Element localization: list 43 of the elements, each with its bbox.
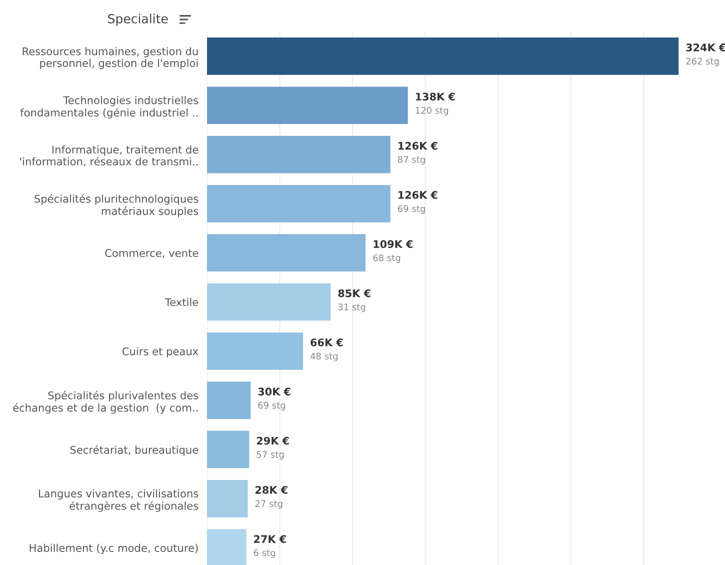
y-tick-label: Commerce, vente	[105, 249, 198, 258]
y-tick-label: Secrétariat, bureautique	[70, 445, 198, 456]
data-label: 28K €	[256, 486, 288, 494]
y-tick-label: Cuirs et peaux	[122, 347, 198, 358]
y-tick-label: Technologies industrielles fondamentales (génie industriel ..	[20, 96, 198, 119]
annotation: 27 stg	[255, 500, 282, 509]
data-label: 138K €	[416, 92, 455, 101]
bar	[206, 480, 248, 518]
annotation: 87 stg	[398, 156, 425, 165]
annotation: 120 stg	[416, 106, 448, 116]
y-tick-label: Langues vivantes, civilisations étrangères et régionales	[39, 489, 198, 512]
bar	[206, 382, 251, 419]
y-tick-label: Ressources humaines, gestion du personnel, gestion de l'emploi	[22, 47, 198, 70]
annotation: 68 stg	[373, 254, 400, 263]
annotation: 48 stg	[310, 352, 338, 362]
data-label: 126K €	[398, 191, 438, 199]
y-tick-label: Spécialités pluritechnologiques matériaux souples	[34, 194, 198, 218]
annotation: 6 stg	[254, 549, 275, 558]
bar	[206, 234, 366, 272]
y-tick-label: Habillement (y.c mode, couture)	[30, 544, 198, 554]
bar	[206, 185, 390, 222]
bar	[206, 430, 250, 468]
data-label: 29K €	[256, 436, 289, 445]
y-tick-label: Informatique, traitement de 'information, réseaux de transmi..	[20, 145, 198, 166]
data-label: 109K €	[374, 240, 413, 248]
bar	[206, 332, 304, 370]
bar	[206, 86, 408, 124]
y-tick-label: Spécialités plurivalentes des échanges et de la gestion (y com..	[13, 390, 198, 414]
bar	[206, 38, 679, 75]
annotation: 31 stg	[338, 304, 366, 312]
bar	[206, 136, 390, 174]
data-label: 85K €	[338, 289, 370, 298]
data-label: 66K €	[310, 338, 343, 346]
bar	[206, 283, 331, 321]
data-label: 27K €	[254, 535, 286, 543]
data-label: 126K €	[398, 142, 438, 150]
y-tick-label: Textile	[164, 298, 198, 306]
chart-title: Specialite	[108, 14, 168, 26]
annotation: 69 stg	[398, 205, 425, 214]
annotation: 57 stg	[256, 451, 284, 460]
annotation: 262 stg	[686, 58, 719, 66]
annotation: 69 stg	[258, 402, 286, 410]
data-label: 30K €	[258, 388, 290, 396]
